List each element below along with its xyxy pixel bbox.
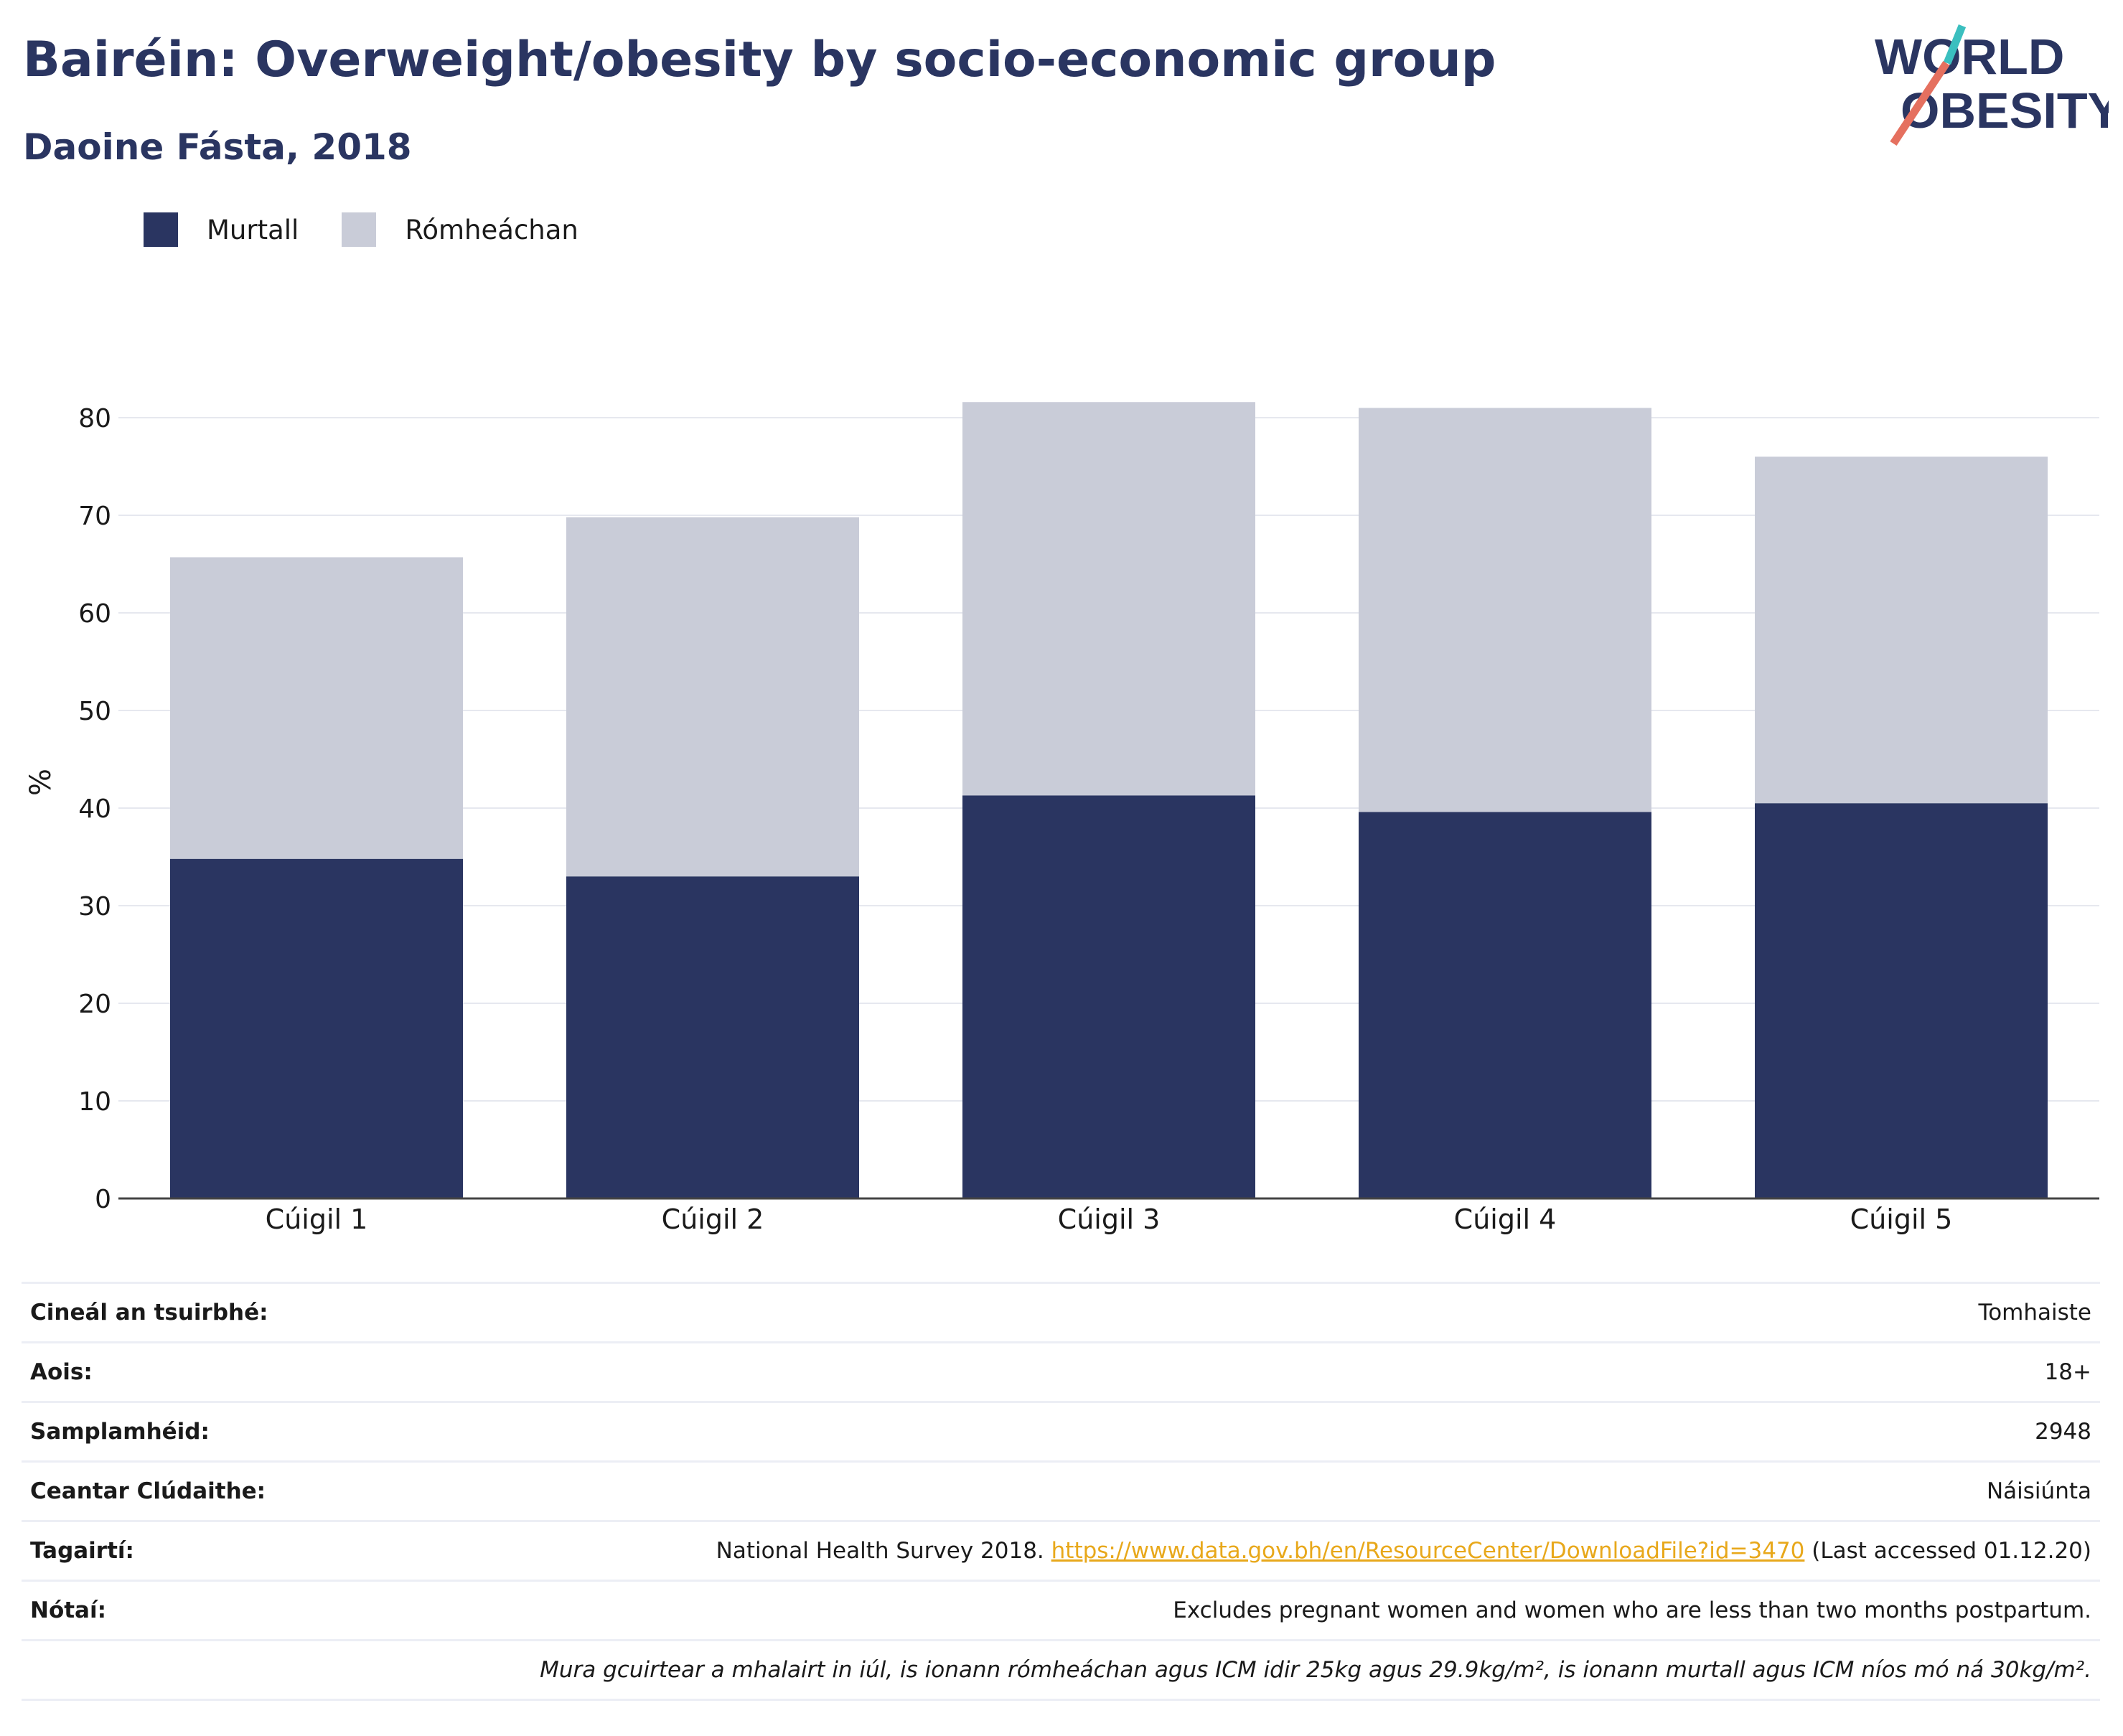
bar-overweight-4 — [1359, 408, 1651, 812]
legend-item-overweight: Rómheáchan — [342, 212, 578, 247]
bar-overweight-2 — [566, 517, 859, 877]
info-value-notes: Excludes pregnant women and women who ar… — [343, 1580, 2100, 1641]
chart-subtitle: Daoine Fásta, 2018 — [23, 126, 412, 168]
info-label-sample-size: Samplamhéid: — [22, 1401, 344, 1462]
info-footnote: Mura gcuirtear a mhalairt in iúl, is ion… — [22, 1639, 2100, 1701]
reference-link[interactable]: https://www.data.gov.bh/en/ResourceCente… — [1051, 1538, 1805, 1564]
info-label-survey-type: Cineál an tsuirbhé: — [22, 1282, 344, 1343]
bar-obesity-4 — [1359, 812, 1651, 1198]
info-row-age: Aois: 18+ — [22, 1341, 2100, 1402]
info-row-sample-size: Samplamhéid: 2948 — [22, 1401, 2100, 1462]
info-row-survey-type: Cineál an tsuirbhé: Tomhaiste — [22, 1282, 2100, 1343]
y-tick-label: 80 — [78, 404, 111, 433]
legend-swatch-overweight — [342, 212, 377, 247]
logo-slash-coral — [1890, 60, 1950, 146]
info-label-references: Tagairtí: — [22, 1520, 344, 1581]
info-row-references: Tagairtí: National Health Survey 2018. h… — [22, 1520, 2100, 1581]
info-value-area-covered: Náisiúnta — [343, 1460, 2100, 1521]
reference-accessed: (Last accessed 01.12.20) — [1804, 1538, 2091, 1564]
y-tick-label: 50 — [78, 697, 111, 726]
survey-info-table: Cineál an tsuirbhé: Tomhaiste Aois: 18+ … — [22, 1282, 2100, 1701]
x-tick-label: Cúigil 4 — [1454, 1204, 1557, 1235]
y-tick-label: 0 — [95, 1185, 111, 1214]
logo-slash-teal — [1943, 24, 1967, 65]
info-value-age: 18+ — [343, 1341, 2100, 1402]
info-value-references: National Health Survey 2018. https://www… — [343, 1520, 2100, 1581]
x-tick-label: Cúigil 1 — [266, 1204, 368, 1235]
bar-overweight-1 — [170, 557, 463, 859]
logo-word-obesity: OBESITY — [1901, 83, 2109, 139]
info-value-sample-size: 2948 — [343, 1401, 2100, 1462]
chart-legend: Murtall Rómheáchan — [144, 212, 622, 247]
y-tick-label: 70 — [78, 502, 111, 531]
bar-obesity-5 — [1755, 803, 2048, 1198]
x-tick-label: Cúigil 2 — [662, 1204, 764, 1235]
world-obesity-logo: WORLD OBESITY — [1875, 24, 2109, 146]
bar-overweight-5 — [1755, 456, 2048, 804]
legend-swatch-obesity — [144, 212, 178, 247]
y-tick-label: 60 — [78, 599, 111, 629]
stacked-bar-chart: 0 10 20 30 40 50 60 70 80% Cúigil 1 Cúigil 2 Cúigil… — [24, 402, 2099, 1235]
bar-obesity-3 — [962, 795, 1255, 1198]
info-label-notes: Nótaí: — [22, 1580, 344, 1641]
info-row-area-covered: Ceantar Clúdaithe: Náisiúnta — [22, 1460, 2100, 1521]
y-axis-label: % — [24, 769, 57, 796]
x-tick-label: Cúigil 3 — [1058, 1204, 1161, 1235]
logo-word-world: WORLD — [1875, 29, 2064, 85]
chart-title: Bairéin: Overweight/obesity by socio-eco… — [23, 32, 1496, 88]
info-row-notes: Nótaí: Excludes pregnant women and women… — [22, 1580, 2100, 1641]
legend-label-obesity: Murtall — [207, 214, 299, 245]
bar-obesity-1 — [170, 858, 463, 1198]
legend-label-overweight: Rómheáchan — [405, 214, 578, 245]
bar-overweight-3 — [962, 402, 1255, 796]
y-tick-label: 30 — [78, 892, 111, 921]
bar-obesity-2 — [566, 876, 859, 1198]
y-tick-label: 10 — [78, 1087, 111, 1117]
x-tick-label: Cúigil 5 — [1850, 1204, 1953, 1235]
legend-item-obesity: Murtall — [144, 212, 299, 247]
y-tick-label: 20 — [78, 990, 111, 1019]
info-row-footnote: Mura gcuirtear a mhalairt in iúl, is ion… — [22, 1639, 2100, 1701]
info-label-age: Aois: — [22, 1341, 344, 1402]
reference-text: National Health Survey 2018. — [716, 1538, 1051, 1564]
info-value-survey-type: Tomhaiste — [343, 1282, 2100, 1343]
y-tick-label: 40 — [78, 794, 111, 824]
info-label-area-covered: Ceantar Clúdaithe: — [22, 1460, 344, 1521]
